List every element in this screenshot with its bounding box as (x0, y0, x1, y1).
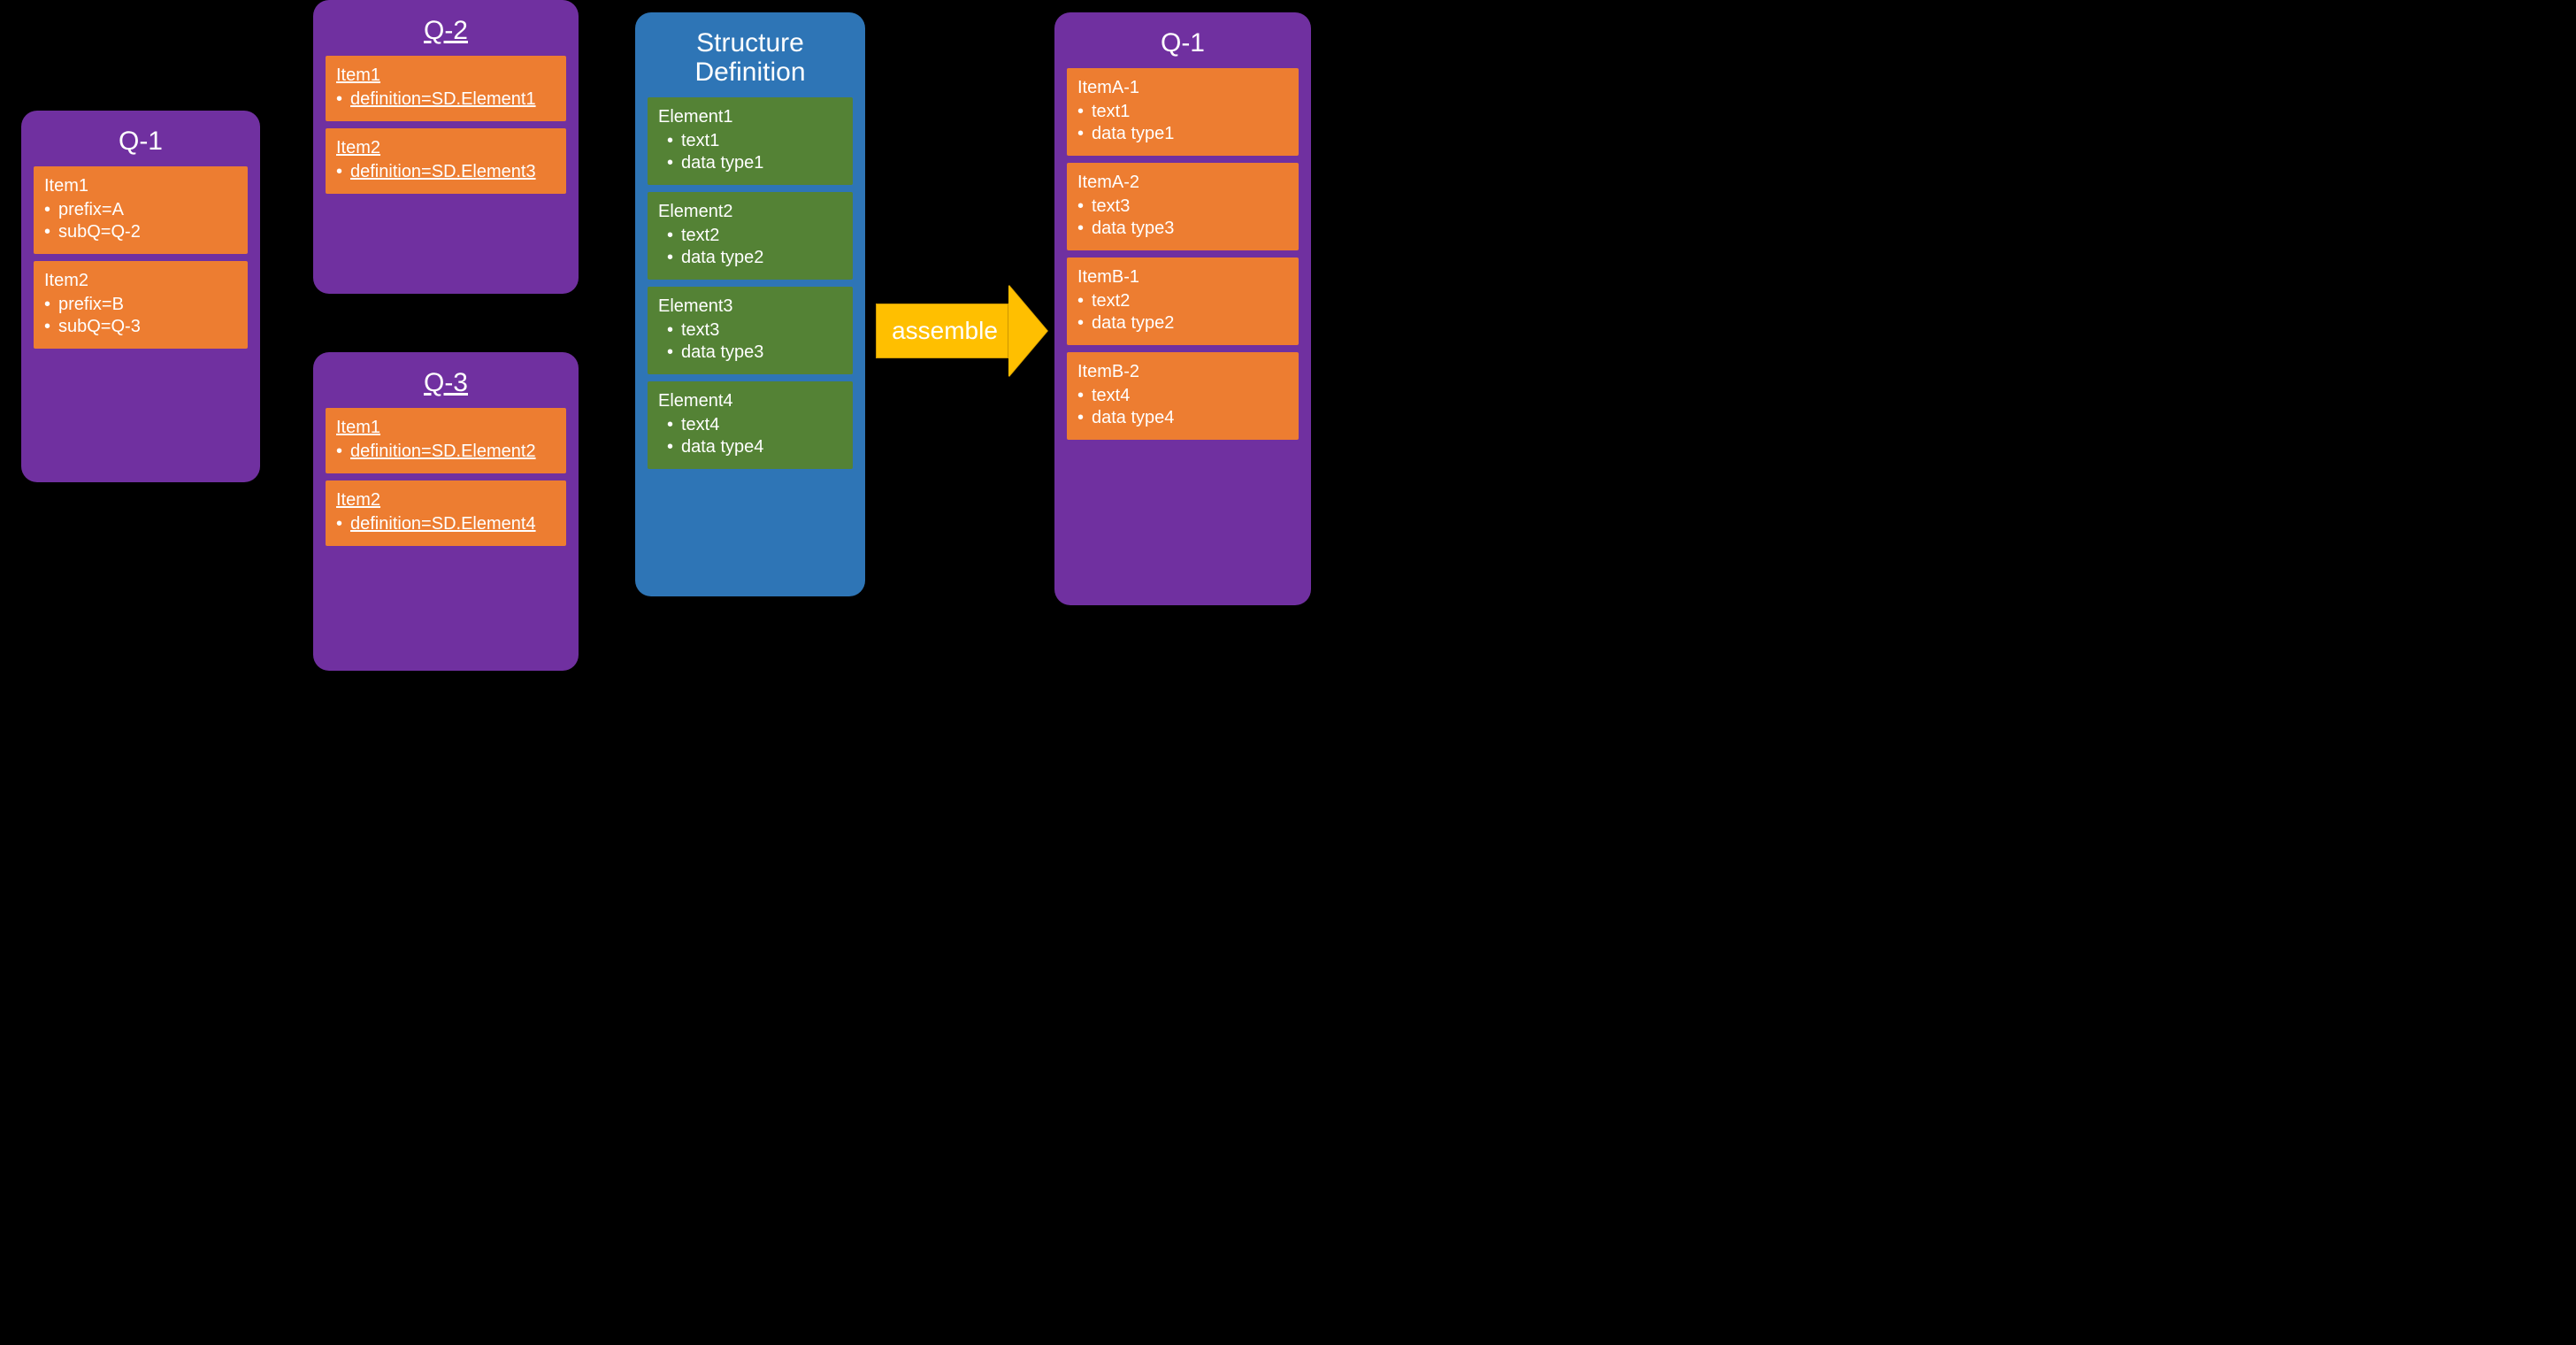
item-title: ItemB-1 (1077, 266, 1288, 288)
item-title: Element1 (658, 106, 842, 128)
bullet-list: text3data type3 (1077, 196, 1288, 240)
item-box: ItemB-2text4data type4 (1067, 352, 1299, 440)
bullet-list: text1data type1 (658, 130, 842, 174)
bullet-item: text3 (1090, 196, 1288, 218)
bullet-list: text2data type2 (1077, 290, 1288, 334)
bullet-item: data type1 (1090, 123, 1288, 145)
item-title: Item2 (336, 137, 556, 159)
bullet-list: definition=SD.Element4 (336, 513, 556, 535)
item-box: ItemB-1text2data type2 (1067, 257, 1299, 345)
panel-title: Structure Definition (648, 28, 853, 87)
bullet-item: text1 (1090, 101, 1288, 123)
item-box: Item2definition=SD.Element3 (326, 128, 566, 194)
bullet-list: definition=SD.Element3 (336, 161, 556, 183)
item-title: ItemA-2 (1077, 172, 1288, 194)
items-container: Element1text1data type1Element2text2data… (648, 97, 853, 469)
item-box: ItemA-2text3data type3 (1067, 163, 1299, 250)
item-box: Element4text4data type4 (648, 381, 853, 469)
bullet-item: data type2 (679, 247, 842, 269)
bullet-item: subQ=Q-3 (57, 316, 237, 338)
bullet-list: definition=SD.Element1 (336, 88, 556, 111)
panel-title: Q-1 (1067, 28, 1299, 58)
diagram-stage: Q-1 Item1prefix=AsubQ=Q-2Item2prefix=Bsu… (0, 0, 1345, 703)
connector-line (579, 248, 644, 389)
bullet-item: text4 (1090, 385, 1288, 407)
panel-title: Q-3 (326, 368, 566, 397)
bullet-list: text4data type4 (658, 414, 842, 458)
bullet-list: text4data type4 (1077, 385, 1288, 429)
item-title: Item2 (44, 270, 237, 292)
bullet-item: text3 (679, 319, 842, 342)
bullet-item: text2 (1090, 290, 1288, 312)
items-container: Item1definition=SD.Element1Item2definiti… (326, 56, 566, 194)
bullet-list: text2data type2 (658, 225, 842, 269)
arrow-head-icon (1008, 285, 1047, 377)
panel-q2: Q-2 Item1definition=SD.Element1Item2defi… (313, 0, 579, 294)
bullet-item: prefix=B (57, 294, 237, 316)
item-box: Element2text2data type2 (648, 192, 853, 280)
item-box: Element1text1data type1 (648, 97, 853, 185)
item-box: Item1prefix=AsubQ=Q-2 (34, 166, 248, 254)
bullet-item: text2 (679, 225, 842, 247)
item-box: Item1definition=SD.Element1 (326, 56, 566, 121)
items-container: Item1definition=SD.Element2Item2definiti… (326, 408, 566, 546)
item-title: ItemB-2 (1077, 361, 1288, 383)
assemble-label: assemble (876, 304, 1008, 358)
item-title: Item1 (336, 65, 556, 87)
bullet-item: text1 (679, 130, 842, 152)
panel-title: Q-2 (326, 16, 566, 45)
item-box: Element3text3data type3 (648, 287, 853, 374)
bullet-list: text1data type1 (1077, 101, 1288, 145)
items-container: ItemA-1text1data type1ItemA-2text3data t… (1067, 68, 1299, 440)
bullet-item: text4 (679, 414, 842, 436)
bullet-item: data type3 (1090, 218, 1288, 240)
panel-q3: Q-3 Item1definition=SD.Element2Item2defi… (313, 352, 579, 671)
connector-line (579, 515, 644, 593)
connector-line (579, 281, 644, 460)
bullet-item: subQ=Q-2 (57, 221, 237, 243)
bullet-item: data type1 (679, 152, 842, 174)
bullet-item: definition=SD.Element1 (349, 88, 556, 111)
bullet-item: data type2 (1090, 312, 1288, 334)
bullet-item: data type4 (1090, 407, 1288, 429)
assemble-arrow: assemble (876, 285, 1047, 377)
panel-q1-right: Q-1 ItemA-1text1data type1ItemA-2text3da… (1054, 12, 1311, 605)
bullet-list: prefix=AsubQ=Q-2 (44, 199, 237, 243)
bullet-list: text3data type3 (658, 319, 842, 364)
item-title: Item1 (336, 417, 556, 439)
connector-line (260, 80, 313, 267)
item-title: Item2 (336, 489, 556, 511)
bullet-item: definition=SD.Element2 (349, 441, 556, 463)
item-title: Item1 (44, 175, 237, 197)
panel-q1-left: Q-1 Item1prefix=AsubQ=Q-2Item2prefix=Bsu… (21, 111, 260, 482)
item-box: Item2prefix=BsubQ=Q-3 (34, 261, 248, 349)
item-box: ItemA-1text1data type1 (1067, 68, 1299, 156)
connector-line (579, 115, 644, 152)
item-box: Item2definition=SD.Element4 (326, 480, 566, 546)
items-container: Item1prefix=AsubQ=Q-2Item2prefix=BsubQ=Q… (34, 166, 248, 349)
bullet-list: prefix=BsubQ=Q-3 (44, 294, 237, 338)
bullet-list: definition=SD.Element2 (336, 441, 556, 463)
bullet-item: data type3 (679, 342, 842, 364)
item-title: Element2 (658, 201, 842, 223)
bullet-item: prefix=A (57, 199, 237, 221)
item-title: Element4 (658, 390, 842, 412)
item-title: ItemA-1 (1077, 77, 1288, 99)
bullet-item: definition=SD.Element3 (349, 161, 556, 183)
bullet-item: definition=SD.Element4 (349, 513, 556, 535)
panel-title: Q-1 (34, 127, 248, 156)
bullet-item: data type4 (679, 436, 842, 458)
panel-structure-definition: Structure Definition Element1text1data t… (635, 12, 865, 596)
item-title: Element3 (658, 296, 842, 318)
item-box: Item1definition=SD.Element2 (326, 408, 566, 473)
